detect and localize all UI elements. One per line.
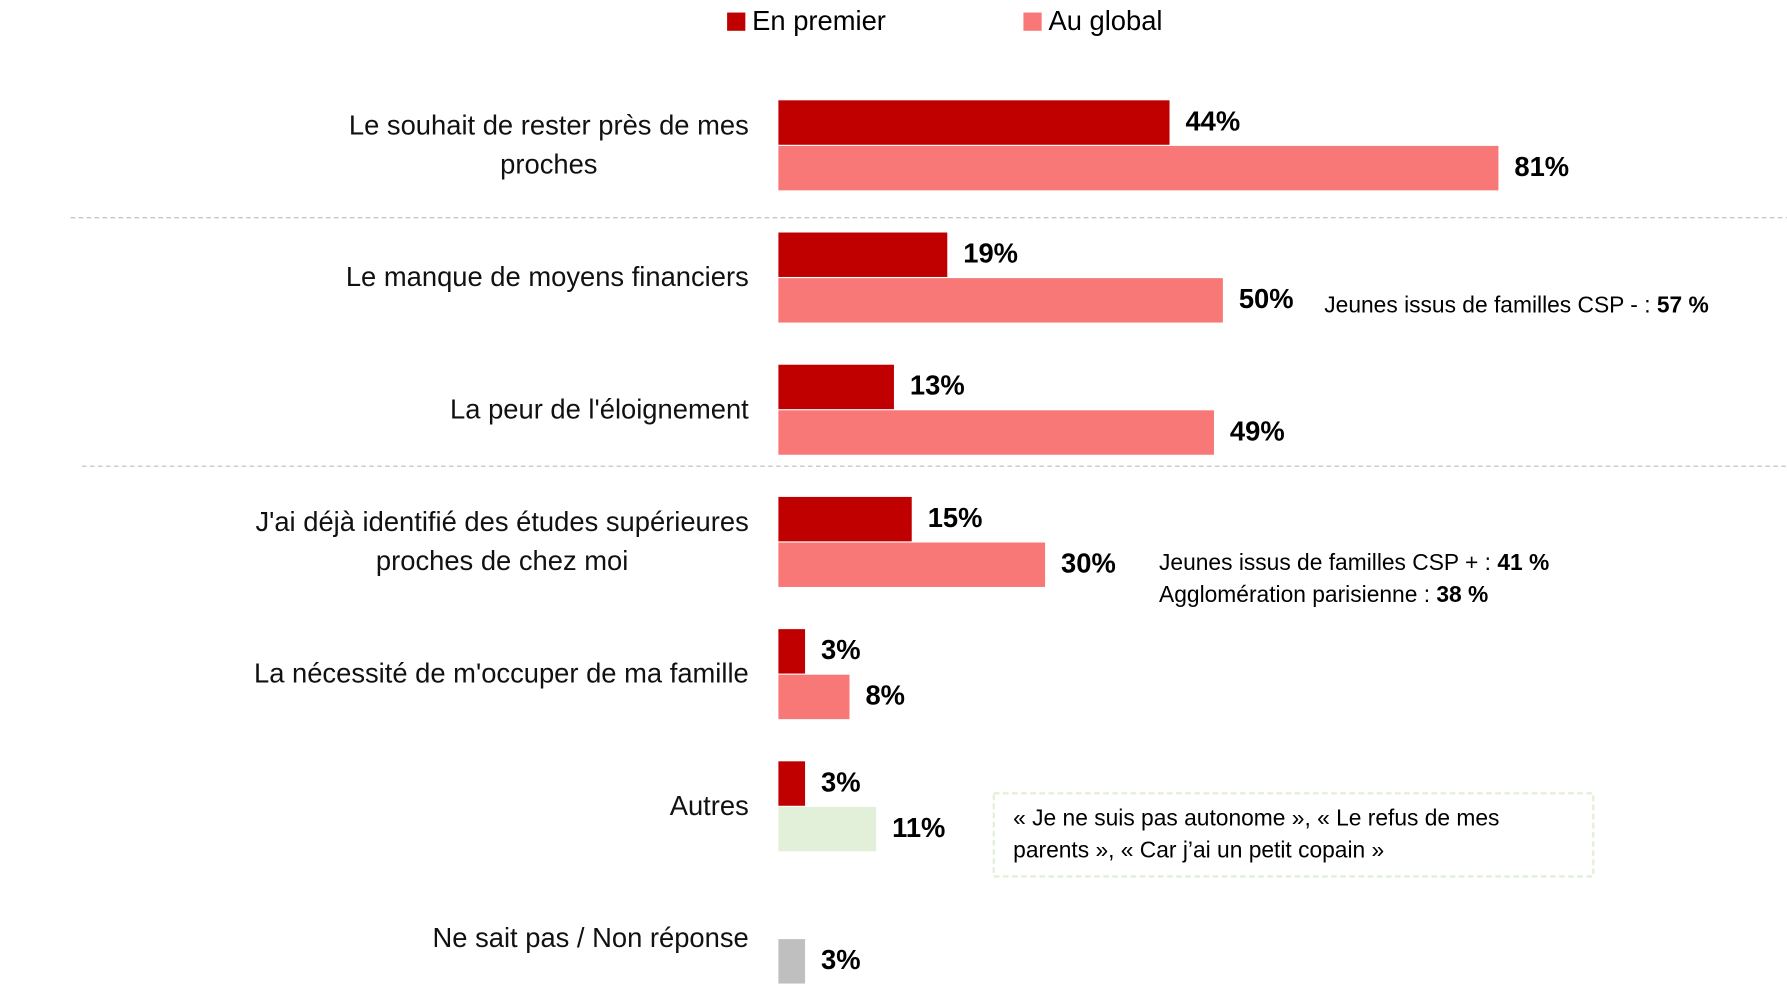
- category-text: J'ai déjà identifié des études supérieur…: [255, 507, 749, 577]
- annotation-part: « Je ne suis pas autonome », « Le refus …: [1013, 804, 1499, 830]
- category-label: La nécessité de m'occuper de ma famille: [114, 606, 749, 743]
- category-label-box: La peur de l'éloignement: [114, 342, 749, 479]
- value-label: 50%: [1239, 283, 1294, 314]
- value-label: 13%: [910, 370, 965, 401]
- annotation: parents », « Car j’ai un petit copain »: [1013, 836, 1384, 862]
- bar: [778, 278, 1223, 323]
- value-label: 49%: [1230, 415, 1285, 446]
- value-label: 81%: [1514, 151, 1569, 182]
- legend-label: Au global: [1048, 5, 1162, 36]
- annotation-part: parents », « Car j’ai un petit copain »: [1013, 836, 1384, 862]
- bar: [778, 629, 806, 674]
- annotation-part: 41 %: [1497, 549, 1549, 575]
- category-label-box: Le souhait de rester près de mes proches: [114, 78, 749, 215]
- value-label: 15%: [928, 502, 983, 533]
- legend-label: En premier: [752, 5, 886, 36]
- category-text: Autres: [669, 790, 749, 822]
- annotation-part: Jeunes issus de familles CSP + :: [1159, 549, 1497, 575]
- value-label: 3%: [821, 766, 861, 797]
- bar: [778, 542, 1046, 587]
- legend-swatch: [1023, 12, 1042, 31]
- bar: [778, 939, 806, 984]
- annotation: Agglomération parisienne : 38 %: [1159, 581, 1488, 607]
- annotation-box: [992, 792, 1595, 878]
- bar: [778, 806, 877, 852]
- category-label-box: Le manque de moyens financiers: [114, 210, 749, 347]
- annotation-part: 57 %: [1657, 292, 1709, 318]
- category-label: J'ai déjà identifié des études supérieur…: [114, 474, 749, 611]
- category-label: La peur de l'éloignement: [114, 342, 749, 479]
- category-label: Le manque de moyens financiers: [114, 210, 749, 347]
- category-label-box: Ne sait pas / Non réponse: [114, 871, 749, 987]
- category-text: La peur de l'éloignement: [450, 394, 749, 426]
- category-label: Le souhait de rester près de mes proches: [114, 78, 749, 215]
- bar: [778, 761, 806, 806]
- category-text: La nécessité de m'occuper de ma famille: [253, 658, 749, 690]
- category-text: Le manque de moyens financiers: [345, 262, 749, 293]
- bar: [778, 496, 912, 542]
- bar: [778, 232, 948, 277]
- annotation: Jeunes issus de familles CSP + : 41 %: [1159, 549, 1549, 575]
- bar: [778, 100, 1170, 145]
- value-label: 30%: [1061, 548, 1116, 579]
- annotation: « Je ne suis pas autonome », « Le refus …: [1013, 804, 1499, 830]
- category-label-box: Autres: [114, 739, 749, 876]
- annotation-part: Agglomération parisienne :: [1159, 581, 1436, 607]
- legend-swatch: [727, 12, 746, 31]
- annotation-part: 38 %: [1436, 581, 1488, 607]
- bar: [778, 145, 1499, 191]
- value-label: 3%: [821, 944, 861, 975]
- category-label-box: J'ai déjà identifié des études supérieur…: [114, 474, 749, 611]
- value-label: 11%: [892, 812, 945, 843]
- category-text: Le souhait de rester près de mes proches: [348, 110, 749, 181]
- value-label: 8%: [865, 680, 905, 711]
- bar: [778, 364, 894, 410]
- value-label: 3%: [821, 634, 861, 665]
- bar: [778, 674, 850, 720]
- category-label-box: La nécessité de m'occuper de ma famille: [114, 606, 749, 743]
- category-label: Ne sait pas / Non réponse: [114, 871, 749, 987]
- annotation-part: Jeunes issus de familles CSP - :: [1324, 292, 1657, 318]
- category-label: Autres: [114, 739, 749, 876]
- value-label: 19%: [963, 238, 1018, 269]
- value-label: 44%: [1185, 105, 1240, 136]
- annotation: Jeunes issus de familles CSP - : 57 %: [1324, 292, 1709, 318]
- category-text: Ne sait pas / Non réponse: [432, 923, 749, 954]
- bar: [778, 410, 1214, 455]
